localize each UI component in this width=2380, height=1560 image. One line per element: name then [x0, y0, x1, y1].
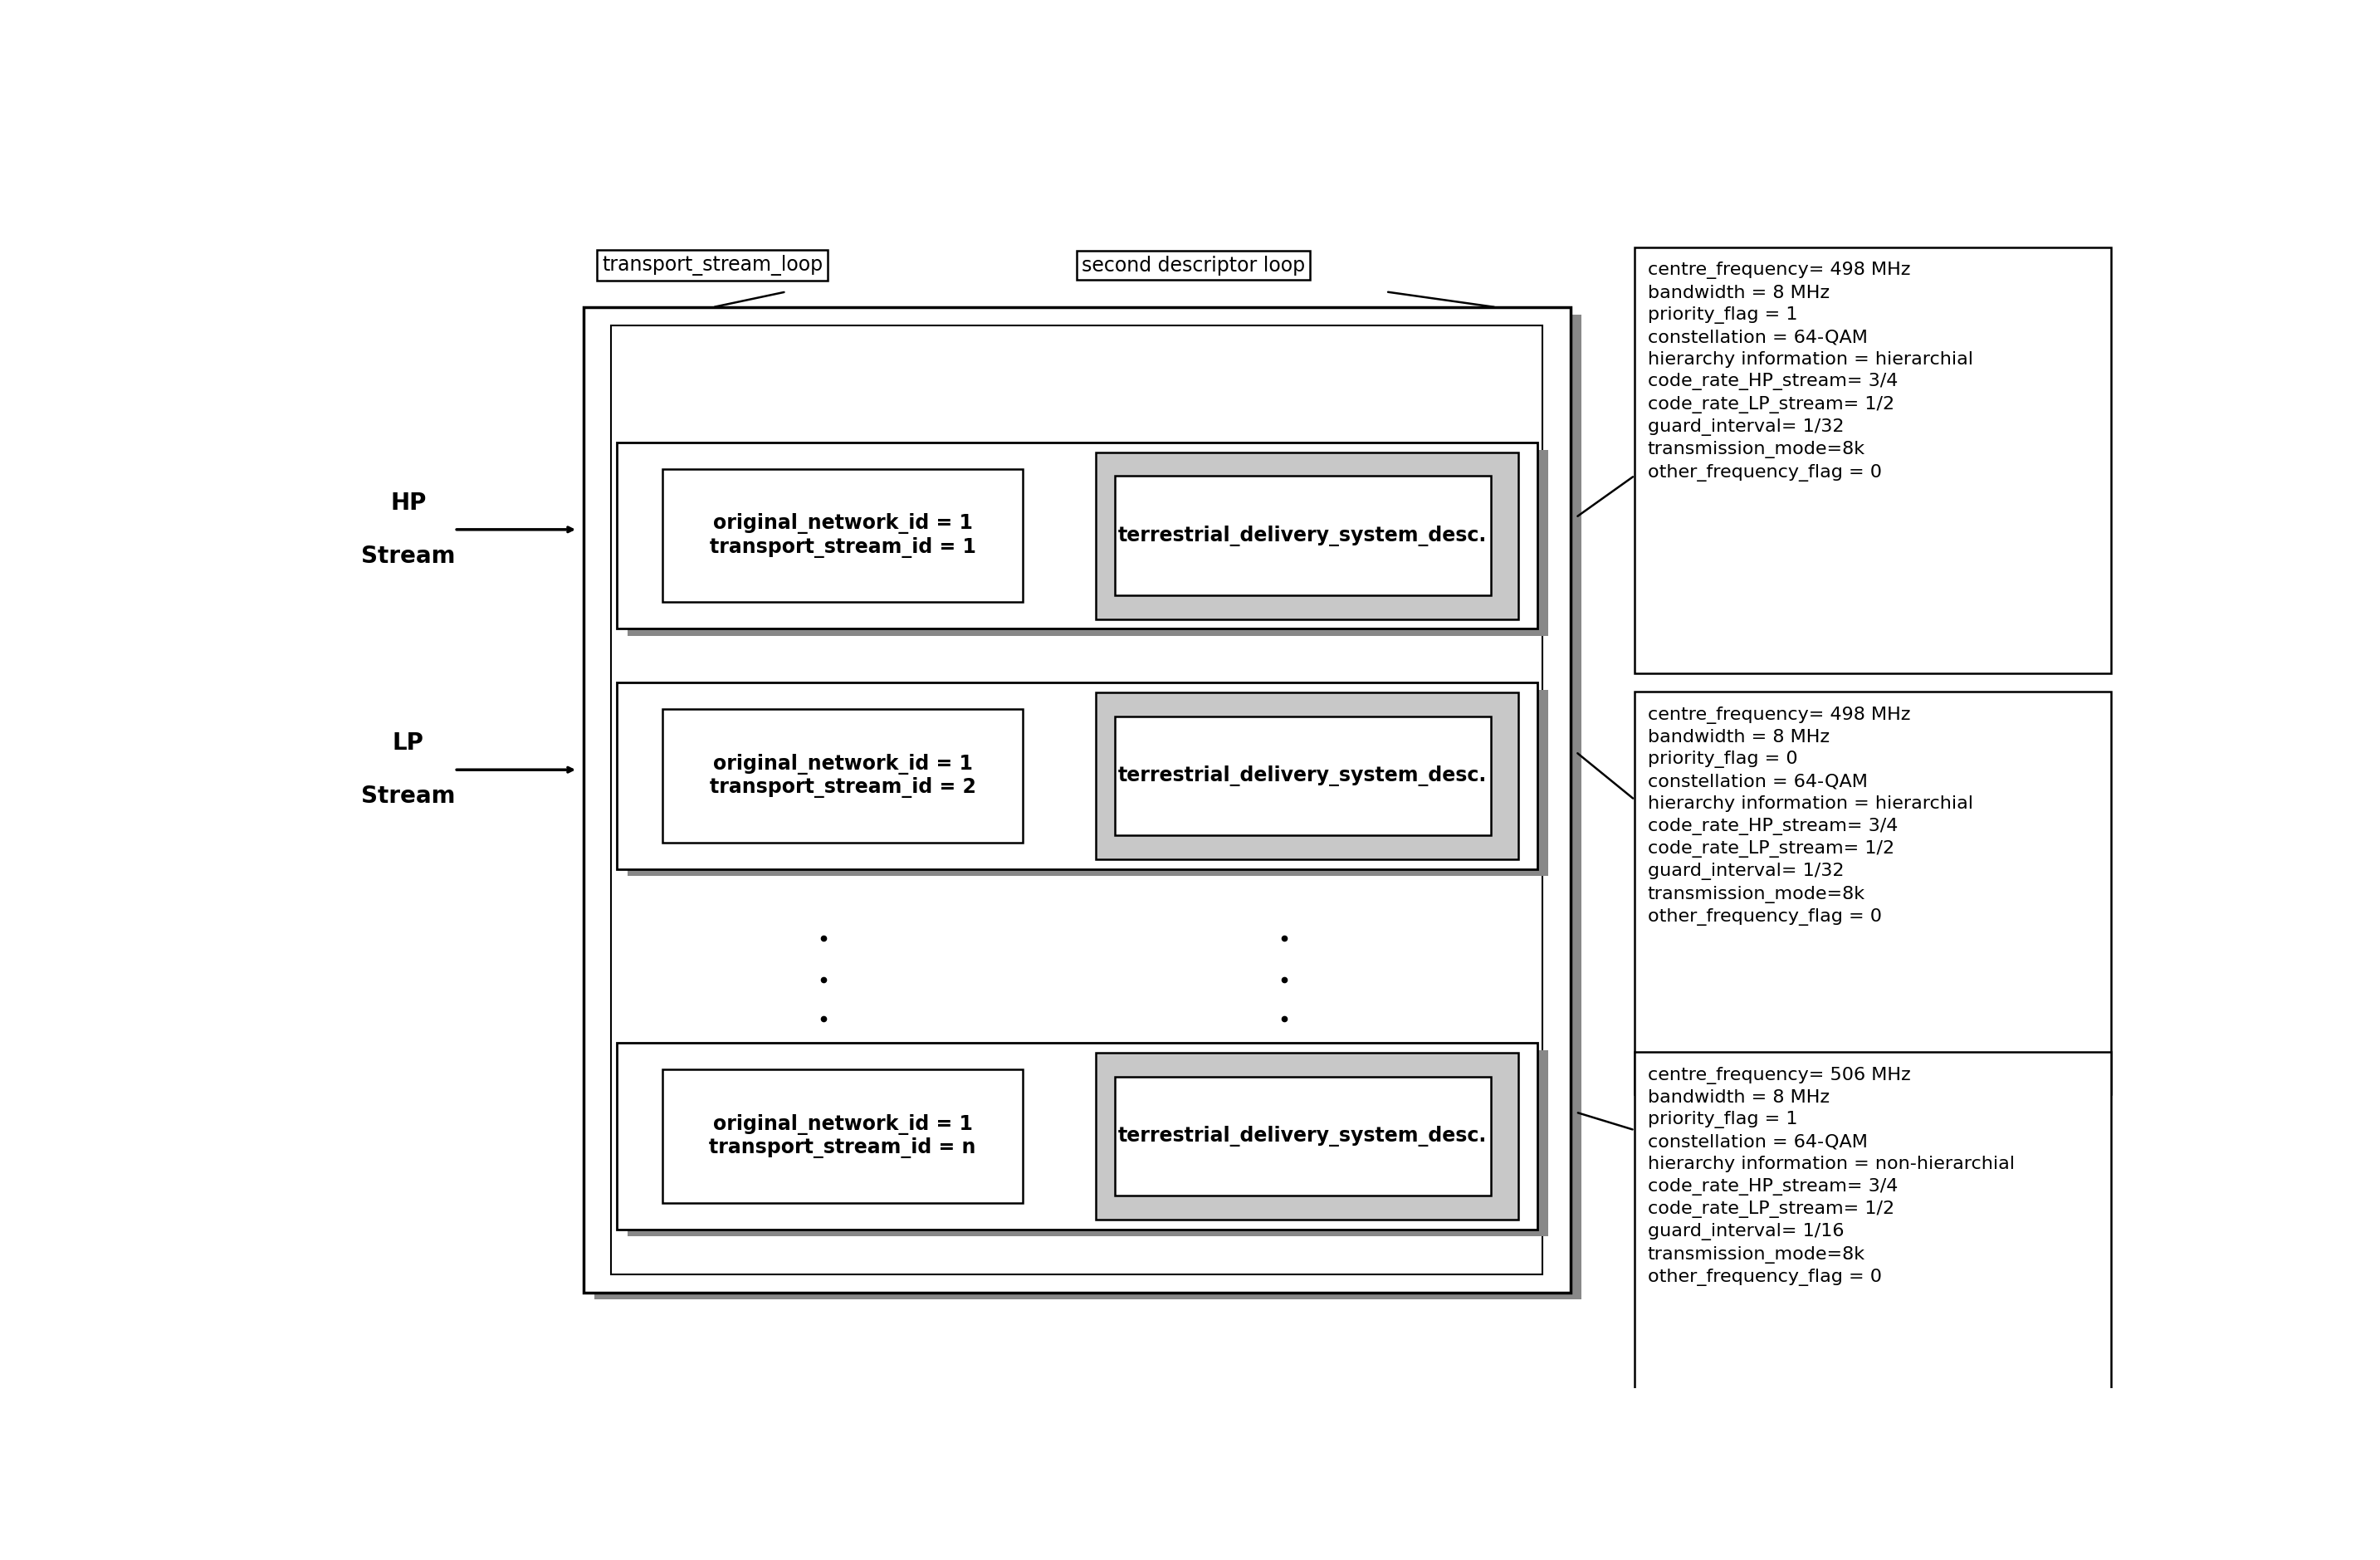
Text: Stream: Stream	[362, 544, 455, 568]
Bar	[662, 710, 1023, 842]
Text: HP: HP	[390, 491, 426, 515]
Bar	[1114, 716, 1490, 835]
Bar	[1097, 1053, 1518, 1220]
Text: centre_frequency= 498 MHz
bandwidth = 8 MHz
priority_flag = 1
constellation = 64: centre_frequency= 498 MHz bandwidth = 8 …	[1647, 262, 1973, 482]
Bar	[628, 449, 1547, 636]
Text: terrestrial_delivery_system_desc.: terrestrial_delivery_system_desc.	[1119, 526, 1488, 546]
Text: original_network_id = 1
transport_stream_id = 2: original_network_id = 1 transport_stream…	[709, 753, 976, 799]
Bar	[628, 690, 1547, 877]
Bar	[616, 443, 1537, 629]
Bar	[1114, 1076, 1490, 1195]
Text: terrestrial_delivery_system_desc.: terrestrial_delivery_system_desc.	[1119, 1126, 1488, 1147]
Bar	[616, 683, 1537, 869]
Text: original_network_id = 1
transport_stream_id = n: original_network_id = 1 transport_stream…	[709, 1114, 976, 1159]
Text: original_network_id = 1
transport_stream_id = 1: original_network_id = 1 transport_stream…	[709, 513, 976, 558]
Text: second descriptor loop: second descriptor loop	[1081, 256, 1304, 275]
Text: transport_stream_loop: transport_stream_loop	[602, 254, 823, 276]
Bar	[628, 1050, 1547, 1237]
Bar	[662, 470, 1023, 602]
Bar	[1097, 452, 1518, 619]
Text: terrestrial_delivery_system_desc.: terrestrial_delivery_system_desc.	[1119, 766, 1488, 786]
Bar	[1114, 476, 1490, 594]
Text: centre_frequency= 498 MHz
bandwidth = 8 MHz
priority_flag = 0
constellation = 64: centre_frequency= 498 MHz bandwidth = 8 …	[1647, 707, 1973, 925]
Bar	[1635, 691, 2111, 1094]
Text: Stream: Stream	[362, 785, 455, 808]
Bar	[1635, 248, 2111, 674]
Bar	[662, 1070, 1023, 1203]
Bar	[1635, 1051, 2111, 1479]
Bar	[1097, 693, 1518, 860]
Text: LP: LP	[393, 732, 424, 755]
Bar	[616, 1044, 1537, 1229]
Bar	[583, 307, 1571, 1292]
Bar	[595, 315, 1580, 1299]
Text: centre_frequency= 506 MHz
bandwidth = 8 MHz
priority_flag = 1
constellation = 64: centre_frequency= 506 MHz bandwidth = 8 …	[1647, 1067, 2013, 1285]
Bar	[612, 326, 1542, 1275]
